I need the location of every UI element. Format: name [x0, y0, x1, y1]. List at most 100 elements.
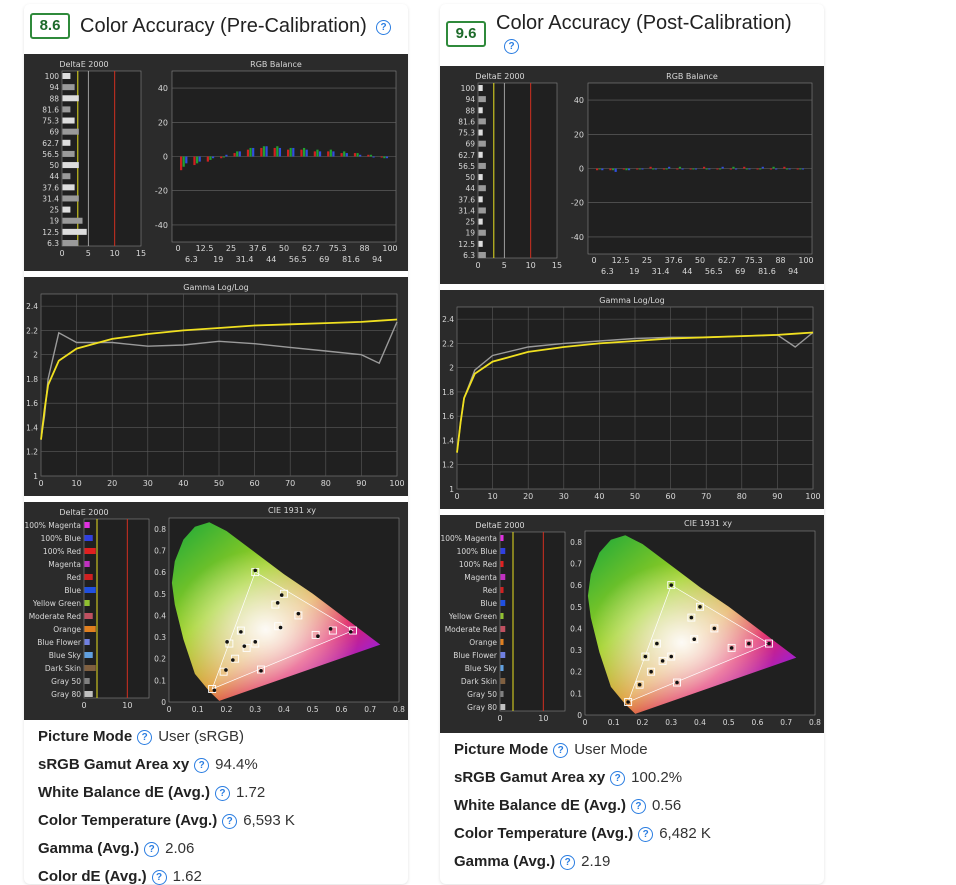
rgb-x-label: 12.5	[612, 256, 630, 265]
help-icon[interactable]: ?	[638, 827, 654, 842]
cie-x-label: 0	[167, 705, 172, 714]
cie-measured-point	[224, 668, 228, 672]
cie-target-square	[328, 626, 337, 635]
cie-target-square	[727, 643, 736, 652]
post-calibration-help-icon[interactable]: ?	[504, 39, 519, 54]
gamma-title: Gamma Log/Log	[183, 283, 248, 292]
help-icon[interactable]: ?	[194, 758, 210, 773]
deltae2-bar	[500, 587, 504, 593]
rgb-x-label: 25	[226, 244, 236, 253]
gamma-x-label: 100	[805, 492, 820, 501]
grey-level-label: 88	[49, 94, 59, 103]
cie-measured-point	[669, 654, 674, 659]
cie-measured-point	[712, 626, 717, 631]
rgb-bar	[273, 147, 276, 157]
rgb-bar	[668, 166, 671, 169]
cie-y-label: 0.5	[570, 603, 582, 612]
help-icon[interactable]: ?	[560, 855, 576, 870]
grey-level-label: 94	[49, 83, 59, 92]
rgb-bar	[649, 166, 652, 169]
gamma-y-label: 1.8	[442, 388, 454, 397]
rgb-bar	[756, 168, 759, 170]
rgb-bar	[262, 146, 266, 157]
help-icon[interactable]: ?	[222, 814, 238, 829]
grey-level-label: 69	[49, 128, 59, 137]
deltae-x-label: 0	[475, 261, 480, 270]
rgb-bar	[622, 168, 625, 170]
gamma-x-label: 10	[72, 479, 82, 488]
rgb-bar	[601, 168, 604, 171]
help-icon[interactable]: ?	[144, 842, 160, 857]
deltae2-bar	[500, 548, 506, 554]
cie-target-square	[690, 635, 699, 644]
pre-calibration-help-icon[interactable]: ?	[376, 20, 391, 35]
cie-measured-point	[212, 688, 217, 693]
rgb-y-label: 0	[163, 153, 168, 162]
help-icon[interactable]: ?	[553, 743, 569, 758]
rgb-bar	[748, 168, 751, 170]
deltae2-bar	[500, 665, 504, 671]
cie-y-label: 0.1	[570, 689, 582, 698]
stat-value: User Mode	[574, 741, 648, 758]
stat-label: sRGB Gamut Area xy	[38, 756, 190, 773]
grey-level-label: 56.5	[42, 150, 59, 159]
deltae-bar	[478, 85, 483, 91]
cie-y-label: 0.8	[570, 538, 582, 547]
rgb-x-label: 31.4	[652, 267, 670, 276]
cie-measured-point	[278, 625, 283, 630]
cie-title: CIE 1931 xy	[268, 506, 316, 515]
cie-measured-point	[767, 641, 771, 646]
help-icon[interactable]: ?	[610, 771, 626, 786]
rgb-y-label: -40	[571, 233, 584, 242]
rgb-bar	[276, 146, 279, 157]
rgb-bar	[356, 153, 359, 157]
cie-x-label: 0.6	[336, 705, 348, 714]
gamma-y-label: 2.2	[442, 339, 454, 348]
gamma-y-label: 2	[33, 351, 38, 360]
rgb-x-label: 94	[788, 267, 798, 276]
deltae2-bar	[500, 639, 504, 645]
help-icon[interactable]: ?	[630, 799, 646, 814]
color-patch-label: Dark Skin	[461, 677, 497, 686]
grey-level-label: 37.6	[42, 183, 59, 192]
color-patch-label: Red	[483, 586, 497, 595]
cie-y-label: 0	[577, 711, 582, 720]
rgb-bar	[745, 168, 748, 170]
rgb-bar	[788, 168, 791, 170]
stat-label: Gamma (Avg.)	[454, 853, 556, 870]
rgb-bar	[625, 168, 628, 171]
grey-level-label: 12.5	[458, 240, 475, 249]
rgb-bar	[596, 168, 599, 171]
grey-level-label: 44	[465, 184, 475, 193]
stat-row: Gamma (Avg.)? 2.06	[38, 840, 194, 857]
stat-row: sRGB Gamut Area xy? 94.4%	[38, 756, 258, 773]
cie-measured-point	[643, 654, 648, 659]
deltae-bar	[478, 196, 483, 203]
deltae2-x-label: 0	[497, 714, 502, 723]
help-icon[interactable]: ?	[137, 730, 153, 745]
deltae2-title: DeltaE 2000	[475, 521, 524, 530]
grey-level-label: 37.6	[458, 195, 475, 204]
grey-level-label: 31.4	[42, 194, 59, 203]
deltae-bar	[62, 184, 75, 191]
rgb-bar	[233, 153, 236, 157]
color-patch-label: Gray 80	[467, 703, 497, 712]
rgb-bar	[627, 168, 631, 171]
help-icon[interactable]: ?	[151, 870, 167, 885]
cie-measured-point	[637, 682, 642, 687]
cie-x-label: 0.3	[665, 718, 677, 727]
cie-measured-point	[316, 634, 320, 638]
rgb-bar	[705, 168, 708, 170]
stat-label: Color Temperature (Avg.)	[454, 825, 634, 842]
cie-y-label: 0.6	[570, 581, 582, 590]
deltae-bar	[62, 173, 71, 180]
cie-x-label: 0.7	[780, 718, 792, 727]
help-icon[interactable]: ?	[214, 786, 230, 801]
deltae-bar	[478, 252, 486, 258]
deltae2-bar	[84, 561, 90, 567]
grey-level-label: 25	[49, 206, 59, 215]
cie-y-label: 0	[161, 698, 166, 707]
cie-x-label: 0.1	[608, 718, 620, 727]
rgb-bar	[743, 166, 746, 169]
stat-row: Color Temperature (Avg.)? 6,593 K	[38, 812, 295, 829]
